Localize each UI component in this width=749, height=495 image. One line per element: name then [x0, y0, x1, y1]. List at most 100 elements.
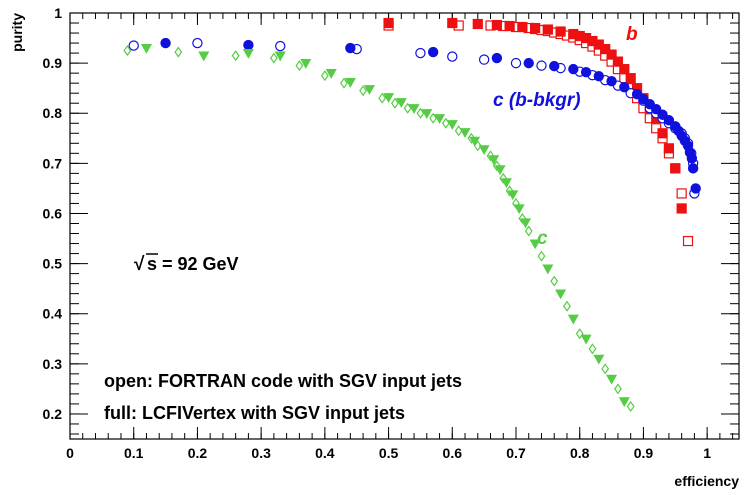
point-full-series-2	[434, 114, 446, 124]
point-full-series-0	[491, 19, 502, 31]
point-full-series-2	[542, 264, 554, 275]
y-tick-labels: 0.2 0.3 0.4 0.5 0.6 0.7 0.8 0.9 1	[43, 5, 63, 422]
point-full-series-0	[612, 56, 624, 67]
x-tick-label: 0.9	[634, 445, 654, 461]
point-full-series-2	[478, 145, 490, 156]
point-full-series-2	[325, 69, 337, 79]
point-full-series-1	[243, 39, 254, 51]
point-full-series-0	[383, 17, 394, 29]
series-label-c: c	[537, 228, 548, 249]
point-full-series-0	[619, 64, 630, 75]
x-tick-label: 0.7	[506, 445, 526, 461]
point-full-series-2	[618, 397, 630, 408]
point-full-series-2	[593, 354, 605, 365]
sqrt-symbol: √	[134, 254, 145, 275]
point-full-series-1	[687, 163, 699, 174]
x-tick-labels: 0 0.1 0.2 0.3 0.4 0.5 0.6 0.7 0.8 0.9 1	[66, 445, 711, 461]
point-full-series-2	[421, 109, 433, 119]
point-full-series-2	[555, 289, 567, 300]
point-full-series-1	[160, 37, 171, 49]
point-open-series-2	[340, 77, 348, 89]
data-points	[123, 17, 701, 412]
point-full-series-2	[529, 239, 541, 250]
point-open-series-1	[192, 37, 203, 49]
point-full-series-2	[580, 334, 592, 345]
point-full-series-1	[580, 66, 592, 78]
point-open-series-2	[123, 45, 132, 57]
point-open-series-2	[626, 400, 635, 412]
x-tick-label: 0.1	[124, 445, 144, 461]
point-full-series-2	[363, 85, 375, 95]
point-full-series-0	[606, 49, 617, 60]
point-full-series-2	[274, 51, 286, 62]
point-full-series-2	[408, 104, 420, 114]
point-open-series-2	[378, 92, 387, 104]
y-tick-label: 0.3	[43, 356, 63, 372]
y-axis-label: purity	[9, 13, 25, 52]
point-full-series-1	[606, 75, 617, 87]
point-full-series-2	[606, 374, 618, 385]
point-full-series-1	[523, 57, 534, 69]
x-tick-label: 1	[703, 445, 711, 461]
axis-ticks	[69, 12, 739, 439]
point-open-series-1	[128, 40, 139, 51]
point-open-series-2	[295, 60, 304, 72]
point-open-series-1	[510, 57, 522, 69]
point-full-series-0	[663, 143, 675, 154]
point-open-series-1	[536, 60, 547, 71]
point-open-series-2	[614, 383, 622, 395]
point-full-series-0	[555, 26, 566, 37]
point-open-series-2	[575, 328, 584, 340]
point-full-series-1	[345, 42, 356, 54]
point-open-series-2	[359, 85, 368, 97]
point-full-series-2	[198, 51, 210, 62]
full-markers-note: full: LCFIVertex with SGV input jets	[104, 403, 405, 423]
point-full-series-1	[619, 81, 630, 93]
point-full-series-0	[625, 73, 636, 84]
point-full-series-1	[549, 60, 560, 72]
point-full-series-0	[447, 17, 458, 29]
x-tick-label: 0.8	[570, 445, 590, 461]
point-full-series-0	[472, 18, 483, 30]
point-open-series-2	[403, 102, 412, 114]
y-tick-label: 0.4	[43, 306, 63, 322]
point-full-series-2	[395, 98, 407, 108]
x-tick-label: 0.5	[379, 445, 399, 461]
point-full-series-2	[242, 48, 254, 59]
point-full-series-0	[504, 20, 515, 32]
point-full-series-2	[446, 120, 458, 130]
point-open-series-2	[524, 225, 533, 237]
y-tick-label: 1	[54, 5, 62, 21]
point-open-series-2	[320, 70, 329, 82]
y-tick-label: 0.8	[43, 105, 63, 121]
x-tick-label: 0	[66, 445, 74, 461]
point-open-series-2	[429, 112, 438, 124]
point-full-series-2	[140, 43, 152, 54]
x-tick-label: 0.6	[443, 445, 463, 461]
point-open-series-2	[601, 363, 610, 375]
point-full-series-2	[567, 314, 579, 325]
point-open-series-2	[391, 97, 399, 109]
point-full-series-2	[507, 190, 519, 201]
x-axis-label: efficiency	[674, 473, 739, 489]
point-full-series-0	[530, 22, 541, 34]
point-full-series-1	[593, 70, 605, 82]
y-tick-label: 0.7	[43, 155, 63, 171]
point-full-series-1	[690, 183, 701, 194]
point-full-series-2	[513, 204, 525, 215]
point-open-series-2	[537, 250, 546, 262]
point-open-series-0	[682, 235, 694, 247]
open-markers-note: open: FORTRAN code with SGV input jets	[104, 371, 462, 391]
point-full-series-2	[459, 128, 471, 139]
point-full-series-0	[600, 43, 611, 55]
point-full-series-0	[670, 163, 681, 174]
point-full-series-2	[500, 178, 512, 189]
y-tick-label: 0.5	[43, 256, 63, 272]
point-full-series-2	[300, 59, 312, 69]
x-tick-label: 0.4	[315, 445, 335, 461]
point-full-series-0	[542, 24, 553, 35]
point-full-series-2	[469, 136, 481, 147]
x-tick-label: 0.2	[188, 445, 208, 461]
point-open-series-2	[441, 117, 450, 129]
